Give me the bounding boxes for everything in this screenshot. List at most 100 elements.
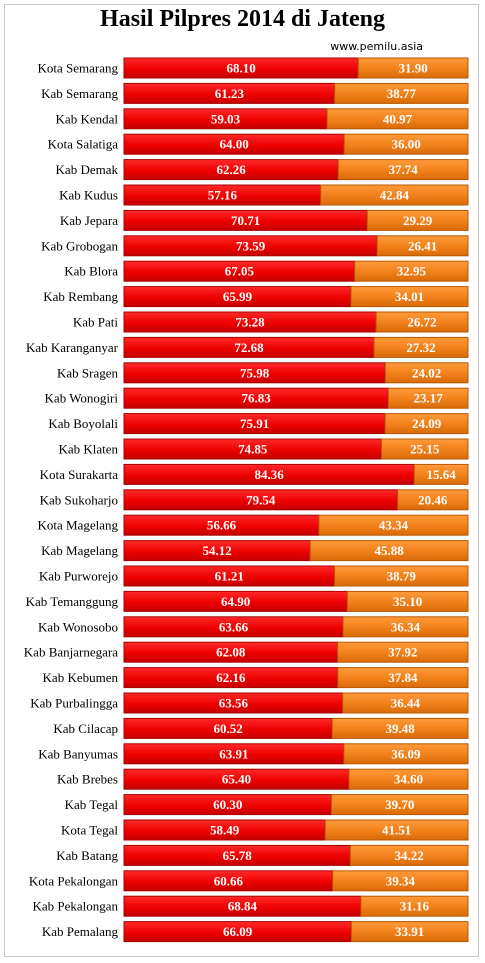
data-label-series-2: 39.34: [386, 873, 416, 888]
data-label-series-2: 38.79: [387, 569, 417, 584]
category-label: Kab Cilacap: [53, 721, 118, 736]
bar-series-2: [342, 692, 469, 714]
data-label-series-1: 74.85: [238, 442, 268, 457]
data-label-series-1: 56.66: [207, 518, 237, 533]
data-label-series-2: 23.17: [414, 391, 444, 406]
category-label: Kab Karanganyar: [26, 340, 119, 355]
category-label: Kab Pemalang: [42, 924, 119, 939]
category-label: Kab Sukoharjo: [40, 492, 118, 507]
category-label: Kab Klaten: [58, 442, 118, 457]
data-label-series-2: 34.60: [394, 772, 423, 787]
category-label: Kab Rembang: [43, 289, 118, 304]
data-label-series-2: 29.29: [403, 213, 433, 228]
data-label-series-1: 62.16: [216, 670, 246, 685]
category-label: Kab Blora: [64, 264, 118, 279]
category-label: Kab Demak: [56, 162, 119, 177]
bar-series-2: [326, 108, 469, 130]
category-label: Kab Grobogan: [41, 238, 118, 253]
data-label-series-1: 67.05: [225, 264, 255, 279]
data-label-series-1: 60.30: [213, 797, 242, 812]
data-label-series-1: 79.54: [246, 492, 276, 507]
category-label: Kab Batang: [56, 848, 118, 863]
category-label: Kab Pati: [73, 315, 119, 330]
data-label-series-1: 63.66: [219, 619, 249, 634]
bar-series-2: [357, 57, 469, 79]
data-label-series-2: 40.97: [383, 111, 413, 126]
category-label: Kota Pekalongan: [29, 873, 119, 888]
bar-series-2: [349, 844, 469, 866]
category-label: Kab Boyolali: [48, 416, 118, 431]
data-label-series-1: 68.10: [227, 61, 256, 76]
category-label: Kab Wonosobo: [38, 619, 118, 634]
bar-series-2: [318, 514, 469, 536]
data-label-series-1: 62.26: [216, 162, 246, 177]
data-label-series-1: 75.91: [240, 416, 269, 431]
data-label-series-1: 73.28: [235, 315, 265, 330]
data-label-series-1: 60.66: [214, 873, 244, 888]
category-label: Kab Temanggung: [26, 594, 119, 609]
data-label-series-1: 64.00: [219, 137, 248, 152]
data-label-series-2: 34.22: [395, 848, 424, 863]
bar-series-2: [397, 489, 469, 511]
data-label-series-2: 26.41: [408, 238, 437, 253]
category-label: Kab Purbalingga: [30, 696, 118, 711]
data-label-series-1: 75.98: [240, 365, 270, 380]
data-label-series-2: 39.70: [385, 797, 414, 812]
data-label-series-2: 42.84: [380, 188, 410, 203]
bar-series-2: [380, 438, 469, 460]
data-label-series-1: 70.71: [231, 213, 260, 228]
bar-series-2: [337, 667, 469, 689]
category-label: Kota Tegal: [61, 823, 118, 838]
data-label-series-1: 68.84: [228, 899, 258, 914]
category-label: Kab Wonogiri: [45, 391, 119, 406]
bar-series-2: [320, 184, 469, 206]
category-label: Kota Magelang: [37, 518, 118, 533]
bar-series-2: [346, 590, 469, 612]
bar-series-2: [334, 82, 469, 104]
category-label: Kab Semarang: [41, 86, 118, 101]
bar-series-2: [366, 209, 469, 231]
bar-series-2: [334, 565, 469, 587]
data-label-series-1: 63.56: [219, 696, 249, 711]
bar-series-2: [332, 870, 469, 892]
data-label-series-1: 73.59: [236, 238, 266, 253]
data-label-series-2: 35.10: [393, 594, 422, 609]
data-label-series-2: 37.74: [388, 162, 418, 177]
bar-series-2: [350, 286, 469, 308]
data-label-series-1: 66.09: [223, 924, 253, 939]
bar-series-2: [343, 743, 469, 765]
category-label: Kota Semarang: [37, 61, 118, 76]
data-label-series-1: 59.03: [211, 111, 241, 126]
bar-series-2: [350, 921, 469, 943]
data-label-series-1: 57.16: [208, 188, 238, 203]
bar-series-2: [384, 362, 469, 384]
category-label: Kota Salatiga: [48, 137, 119, 152]
category-label: Kab Kebumen: [43, 670, 119, 685]
data-label-series-1: 62.08: [216, 645, 246, 660]
bar-series-2: [324, 819, 469, 841]
bar-series-2: [343, 133, 469, 155]
data-label-series-2: 36.09: [391, 746, 421, 761]
data-label-series-2: 24.09: [412, 416, 442, 431]
category-label: Kab Purworejo: [39, 569, 118, 584]
category-label: Kab Magelang: [41, 543, 118, 558]
data-label-series-2: 37.92: [388, 645, 417, 660]
data-label-series-2: 33.91: [395, 924, 424, 939]
data-label-series-2: 45.88: [374, 543, 404, 558]
data-label-series-2: 37.84: [388, 670, 418, 685]
data-label-series-2: 43.34: [379, 518, 409, 533]
plot-area: Kota Semarang 68.10 31.90 Kab Semarang 61.23…: [24, 57, 469, 943]
category-label: Kab Pekalongan: [32, 899, 118, 914]
bar-series-2: [375, 311, 469, 333]
data-label-series-2: 32.95: [397, 264, 427, 279]
data-label-series-2: 39.48: [385, 721, 415, 736]
data-label-series-1: 84.36: [254, 467, 284, 482]
source-label: www.pemilu.asia: [330, 40, 423, 53]
category-label: Kab Banjarnegara: [24, 645, 118, 660]
category-label: Kab Kudus: [59, 188, 118, 203]
data-label-series-2: 26.72: [407, 315, 436, 330]
data-label-series-2: 31.90: [399, 61, 428, 76]
data-label-series-1: 63.91: [219, 746, 248, 761]
bar-series-2: [413, 463, 469, 485]
